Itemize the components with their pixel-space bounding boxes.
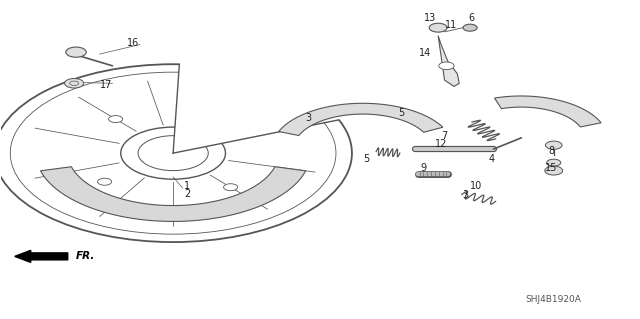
Circle shape bbox=[429, 23, 447, 32]
Text: 2: 2 bbox=[184, 189, 190, 199]
Text: 11: 11 bbox=[445, 20, 458, 30]
Circle shape bbox=[547, 159, 561, 166]
Text: 15: 15 bbox=[545, 163, 557, 174]
FancyArrow shape bbox=[15, 250, 68, 263]
Text: 3: 3 bbox=[462, 190, 468, 200]
Text: 3: 3 bbox=[305, 113, 312, 122]
Text: 1: 1 bbox=[184, 181, 190, 190]
Text: 5: 5 bbox=[364, 154, 370, 164]
Circle shape bbox=[66, 47, 86, 57]
Text: 4: 4 bbox=[488, 153, 494, 164]
Text: 17: 17 bbox=[100, 80, 112, 90]
Text: SHJ4B1920A: SHJ4B1920A bbox=[525, 295, 581, 304]
Circle shape bbox=[65, 78, 84, 88]
Polygon shape bbox=[438, 36, 460, 86]
Text: 9: 9 bbox=[420, 163, 426, 173]
Circle shape bbox=[545, 166, 563, 175]
Text: 10: 10 bbox=[470, 182, 483, 191]
Polygon shape bbox=[40, 167, 306, 221]
Text: 14: 14 bbox=[419, 48, 431, 58]
Circle shape bbox=[223, 184, 237, 191]
Text: 13: 13 bbox=[424, 12, 436, 23]
Text: 16: 16 bbox=[127, 38, 140, 48]
Circle shape bbox=[463, 24, 477, 31]
Circle shape bbox=[98, 178, 111, 185]
Circle shape bbox=[109, 115, 123, 122]
Text: 5: 5 bbox=[399, 108, 405, 118]
Text: 12: 12 bbox=[435, 139, 447, 149]
Circle shape bbox=[439, 62, 454, 70]
Circle shape bbox=[545, 141, 562, 149]
Text: 6: 6 bbox=[468, 12, 474, 23]
Text: 8: 8 bbox=[548, 146, 554, 156]
Text: 7: 7 bbox=[442, 131, 447, 141]
Wedge shape bbox=[173, 58, 351, 153]
Polygon shape bbox=[278, 103, 443, 136]
Text: FR.: FR. bbox=[76, 251, 95, 261]
Polygon shape bbox=[495, 96, 601, 127]
